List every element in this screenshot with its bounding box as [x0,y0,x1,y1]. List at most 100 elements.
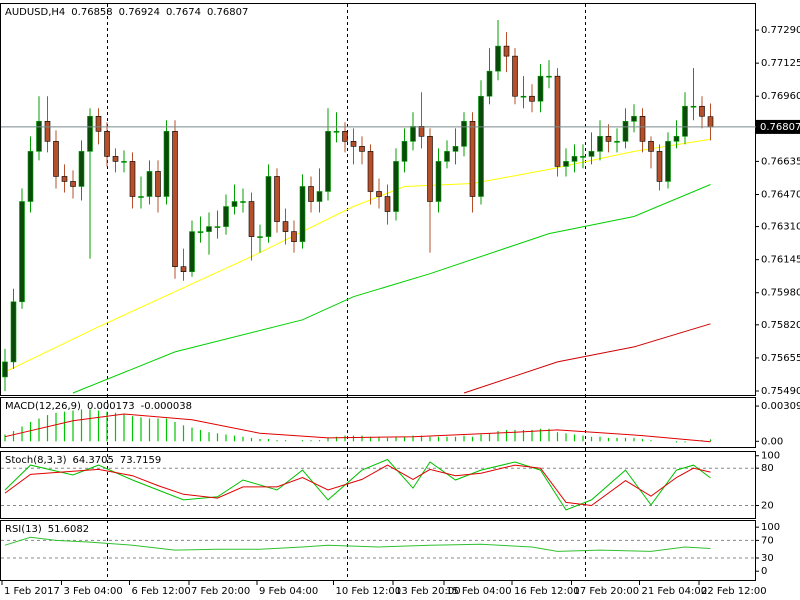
x-tick-label: 6 Feb 12:00 [132,586,191,597]
candle-body [401,141,408,162]
price-box [756,119,800,134]
indicator-line [4,464,711,507]
y-tick-label: 0.76310 [761,222,800,233]
candle-body [631,115,637,122]
candle-body [342,131,348,142]
candle-body [180,266,187,272]
candle-body [639,115,646,142]
candle-body [223,206,229,227]
candle-body [554,75,561,167]
candle-body [274,176,280,222]
candle-body [172,131,178,267]
x-tick-label: 16 Feb 12:00 [514,586,580,597]
candle-body [393,161,399,212]
candle-body [707,116,714,128]
candle-body [512,55,518,97]
candle-body [291,231,297,242]
candle-body [87,115,93,152]
candle-body [36,121,42,152]
candle-body [206,226,212,232]
header-part: 64.3705 [72,455,113,466]
candle-body [155,171,161,197]
candle-body [614,141,620,143]
candle-body [2,361,8,378]
header-part: 0.76924 [119,7,160,18]
y-tick-label: 0.76635 [761,156,800,167]
candle-body [129,161,136,197]
candle-body [121,161,127,163]
y-tick-label: 100 [761,451,780,462]
candle-body [605,136,612,142]
header-part: 51.6082 [48,524,89,535]
y-tick-label: 0.76145 [761,255,800,266]
x-tick-label: 10 Feb 12:00 [336,586,402,597]
candle-body [597,136,603,152]
candle-body [299,186,306,242]
candle-body [316,191,323,202]
header-part: AUDUSD,H4 [5,7,65,18]
x-tick-label: 17 Feb 20:00 [574,586,640,597]
x-tick-label: 1 Feb 2017 [4,586,60,597]
candle-body [112,156,119,162]
candle-body [257,236,263,238]
candle-body [520,95,527,98]
y-tick-label: 0 [761,566,767,577]
y-tick-label: 30 [761,553,774,564]
candle-body [690,105,697,108]
candle-body [673,136,680,142]
price-label: 0.76807 [760,122,800,133]
candle-body [70,181,76,187]
candle-body [546,75,552,78]
candle-body [571,156,578,162]
indicator-line [463,323,711,394]
candle-body [665,141,671,182]
candle-body [282,221,289,232]
header-part: 73.7159 [120,455,161,466]
candle-body [367,151,374,192]
candle-body [359,146,365,152]
candle-body [27,151,34,202]
candle-body [376,191,382,197]
header-part: -0.000038 [141,401,192,412]
candle-body [138,196,144,198]
candle-body [214,226,221,228]
candle-body [529,95,535,102]
candle-body [78,151,85,187]
indicator-line [4,413,711,443]
header-part: 0.76807 [207,7,248,18]
candle-body [104,131,110,157]
x-tick-label: 3 Feb 04:00 [64,586,123,597]
candle-body [486,70,493,97]
y-tick-label: 0.77290 [761,25,800,36]
candle-body [537,75,544,102]
indicator-line [4,458,711,511]
indicator-line [4,138,711,373]
y-tick-label: 0.75820 [761,320,800,331]
header-part: 0.000173 [87,401,135,412]
header-part: MACD(12,26,9) [5,401,81,412]
candle-body [588,151,595,157]
y-tick-label: 80 [761,463,774,474]
y-tick-label: 0.76960 [761,91,800,102]
header-part: RSI(13) [5,524,42,535]
candle-body [10,301,17,363]
candle-body [478,95,484,197]
candle-body [333,131,340,133]
y-tick-label: 0.77125 [761,58,800,69]
header-part: 0.76858 [71,7,112,18]
candle-body [461,121,467,147]
indicator-line [72,184,711,394]
macd-panel [0,397,756,448]
panel-header: MACD(12,26,9) 0.000173 -0.000038 [5,401,192,412]
header-part: 0.7674 [166,7,201,18]
x-tick-label: 22 Feb 12:00 [701,586,767,597]
rsi-panel [0,520,756,581]
x-tick-label: 15 Feb 04:00 [446,586,512,597]
candle-body [240,201,246,203]
candle-body [410,126,416,142]
y-tick-label: 0.003093 [761,401,800,412]
indicator-line [4,536,711,552]
x-tick-label: 7 Feb 20:00 [191,586,250,597]
candle-body [44,121,51,142]
